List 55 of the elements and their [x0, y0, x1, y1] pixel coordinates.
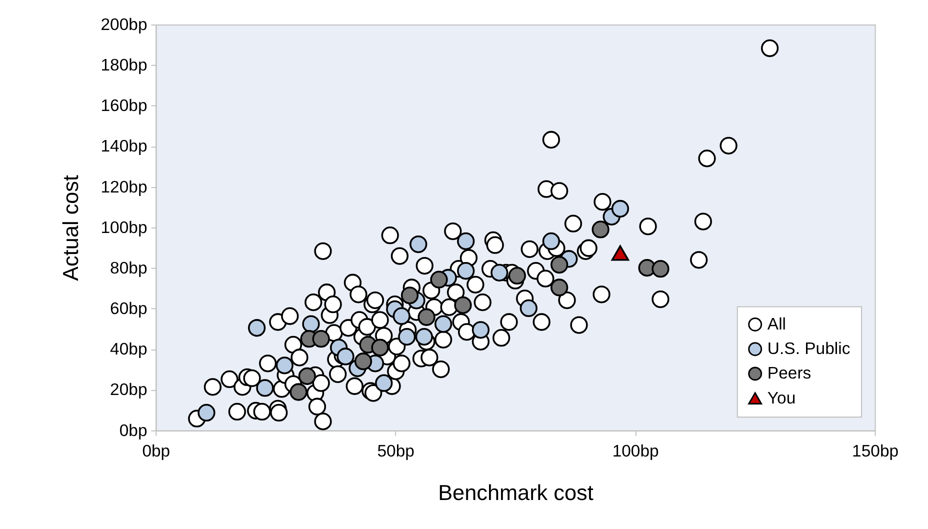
point [398, 328, 416, 346]
legend-label: All [767, 314, 786, 334]
point [410, 235, 428, 254]
y-tick-label: 20bp [110, 380, 148, 400]
y-tick-label: 40bp [110, 340, 148, 359]
point [434, 315, 452, 333]
point [611, 245, 630, 261]
point [418, 308, 436, 326]
point [198, 404, 216, 422]
x-tick-label: 150bp [852, 441, 899, 460]
point [430, 270, 448, 288]
legend-label: Peers [767, 364, 812, 383]
y-tick-label: 60bp [110, 299, 148, 318]
point [375, 374, 393, 392]
point [312, 330, 330, 348]
point [276, 356, 294, 374]
point [550, 256, 568, 274]
y-axis-title: Actual cost [58, 174, 84, 281]
point [490, 264, 508, 282]
x-tick-label: 0bp [142, 441, 170, 460]
point [256, 379, 274, 397]
y-tick-label: 120bp [100, 177, 148, 196]
x-axis-title: Benchmark cost [438, 480, 594, 505]
point [550, 278, 568, 296]
y-tick-label: 200bp [100, 14, 148, 34]
point [520, 299, 538, 318]
point [415, 328, 433, 346]
point [298, 367, 316, 385]
point [592, 220, 610, 238]
y-tick-label: 140bp [100, 136, 148, 156]
point [542, 232, 560, 250]
point [457, 232, 475, 250]
legend-label: U.S. Public [767, 339, 850, 358]
y-tick-label: 160bp [100, 96, 148, 116]
point [336, 348, 354, 366]
point [392, 307, 410, 325]
x-tick-label: 50bp [377, 441, 414, 460]
y-tick-label: 0bp [119, 420, 148, 440]
point [611, 200, 630, 218]
point [354, 352, 372, 370]
point [248, 319, 266, 337]
y-tick-label: 80bp [110, 258, 148, 278]
point [290, 383, 308, 401]
point [652, 260, 670, 278]
y-tick-label: 100bp [100, 218, 148, 237]
point [371, 338, 389, 356]
y-tick-label: 180bp [100, 56, 148, 74]
point [302, 315, 320, 333]
point [472, 321, 490, 339]
point [454, 296, 472, 314]
legend-label: You [767, 388, 796, 408]
point [457, 262, 475, 280]
point [400, 286, 419, 304]
point [508, 266, 526, 285]
x-tick-label: 100bp [612, 441, 659, 460]
